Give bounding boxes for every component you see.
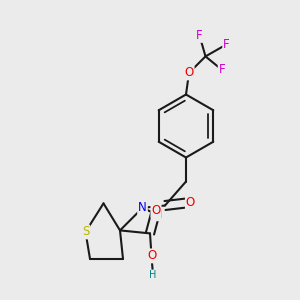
Text: F: F	[196, 29, 203, 42]
Text: N: N	[138, 201, 147, 214]
Text: F: F	[223, 38, 230, 51]
Text: O: O	[147, 249, 156, 262]
Text: S: S	[82, 225, 89, 239]
Text: H: H	[155, 210, 163, 220]
Text: O: O	[184, 66, 194, 80]
Text: O: O	[186, 196, 195, 209]
Text: H: H	[149, 270, 157, 280]
Text: O: O	[152, 204, 160, 218]
Text: F: F	[219, 63, 225, 76]
